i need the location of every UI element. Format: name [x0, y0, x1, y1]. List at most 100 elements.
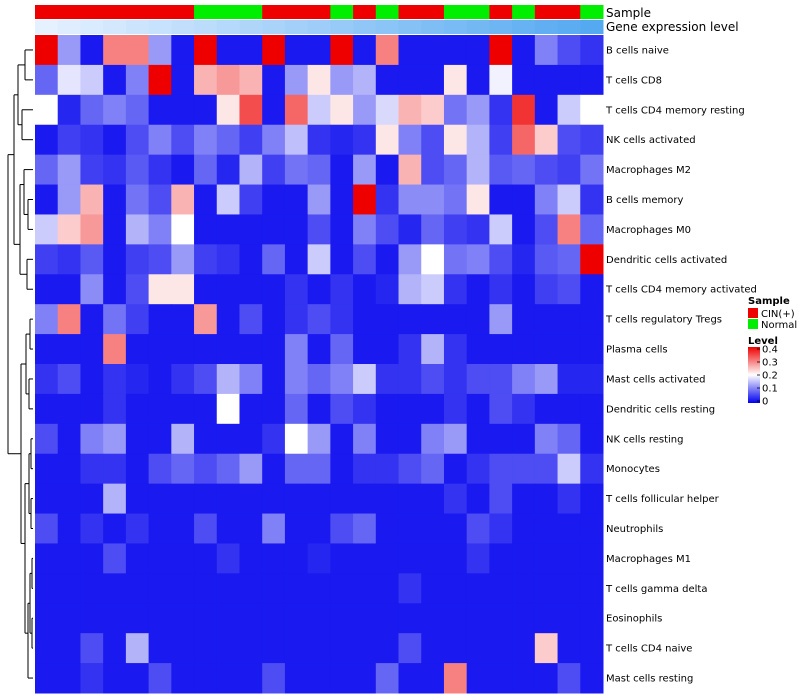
- heatmap-cell: [421, 35, 445, 66]
- heatmap-cell: [148, 334, 172, 365]
- heatmap-cell: [194, 513, 218, 544]
- heatmap-cell: [35, 423, 59, 455]
- heatmap-cell: [284, 513, 309, 544]
- heatmap-cell: [80, 35, 104, 66]
- heatmap-cell: [307, 543, 331, 574]
- heatmap-cell: [375, 244, 400, 275]
- heatmap-cell: [216, 393, 240, 425]
- heatmap-cell: [148, 244, 172, 275]
- heatmap-cell: [375, 483, 400, 515]
- heatmap-cell: [353, 633, 377, 664]
- heatmap-cell: [330, 64, 354, 96]
- heatmap-cell: [512, 35, 536, 66]
- heatmap-cell: [80, 483, 104, 515]
- heatmap-cell: [534, 214, 559, 245]
- heatmap-cell: [262, 184, 286, 215]
- heatmap-cell: [103, 124, 127, 156]
- heatmap-cell: [330, 573, 354, 604]
- heatmap-cell: [557, 154, 581, 186]
- level-tick-label: 0.4: [762, 345, 778, 356]
- heatmap-cell: [489, 214, 513, 245]
- expression-annotation-cell: [330, 20, 354, 34]
- heatmap-cell: [148, 423, 172, 455]
- heatmap-cell: [512, 364, 536, 395]
- heatmap-cell: [466, 573, 490, 604]
- heatmap-cell: [398, 543, 422, 574]
- sample-annotation-cell: [512, 5, 536, 19]
- heatmap-cell: [443, 244, 468, 275]
- heatmap-cell: [557, 423, 581, 455]
- legend-label-cin: CIN(+): [761, 309, 795, 320]
- heatmap-cell: [330, 35, 354, 66]
- sample-annotation-cell: [557, 5, 581, 19]
- heatmap-cell: [262, 603, 286, 634]
- heatmap-cell: [125, 214, 150, 245]
- expression-annotation-cell: [443, 20, 468, 34]
- heatmap-cell: [580, 94, 604, 126]
- heatmap-cell: [80, 633, 104, 664]
- heatmap-cell: [443, 334, 468, 365]
- heatmap-cell: [557, 304, 581, 335]
- heatmap-cell: [557, 94, 581, 126]
- heatmap-cell: [330, 304, 354, 335]
- expression-annotation-cell: [103, 20, 127, 34]
- heatmap-cell: [466, 423, 490, 455]
- row-label: Macrophages M1: [606, 554, 691, 565]
- heatmap-cell: [171, 423, 195, 455]
- heatmap-cell: [148, 543, 172, 574]
- heatmap-cell: [353, 154, 377, 186]
- expression-annotation-cell: [194, 20, 218, 34]
- heatmap-cell: [443, 64, 468, 96]
- sample-annotation-cell: [148, 5, 172, 19]
- heatmap-cell: [353, 244, 377, 275]
- heatmap-cell: [534, 274, 559, 305]
- expression-annotation-cell: [125, 20, 150, 34]
- heatmap-cell: [557, 64, 581, 96]
- heatmap-cell: [239, 663, 263, 694]
- heatmap-cell: [421, 663, 445, 694]
- heatmap-cell: [534, 184, 559, 215]
- heatmap-cell: [421, 513, 445, 544]
- heatmap-cell: [194, 274, 218, 305]
- sample-annotation-cell: [125, 5, 150, 19]
- heatmap-cell: [35, 543, 59, 574]
- sample-annotation-cell: [216, 5, 240, 19]
- sample-annotation-cell: [262, 5, 286, 19]
- heatmap-cell: [239, 633, 263, 664]
- heatmap-cell: [103, 513, 127, 544]
- heatmap-cell: [557, 184, 581, 215]
- heatmap-cell: [125, 334, 150, 365]
- heatmap-cell: [216, 364, 240, 395]
- heatmap-cell: [580, 214, 604, 245]
- heatmap-cell: [125, 64, 150, 96]
- heatmap-cell: [557, 274, 581, 305]
- heatmap-cell: [398, 35, 422, 66]
- heatmap-cell: [534, 603, 559, 634]
- heatmap-cell: [103, 35, 127, 66]
- heatmap-cell: [489, 543, 513, 574]
- heatmap-cell: [148, 35, 172, 66]
- heatmap-cell: [353, 453, 377, 485]
- heatmap-cell: [103, 543, 127, 574]
- row-label: Mast cells resting: [606, 674, 693, 685]
- heatmap-cell: [103, 603, 127, 634]
- heatmap-cell: [307, 64, 331, 96]
- heatmap-cell: [148, 274, 172, 305]
- heatmap-cell: [557, 364, 581, 395]
- heatmap-cell: [466, 633, 490, 664]
- heatmap-cell: [307, 35, 331, 66]
- heatmap-cell: [125, 304, 150, 335]
- sample-annotation-cell: [489, 5, 513, 19]
- heatmap-cell: [57, 334, 81, 365]
- heatmap-cell: [353, 304, 377, 335]
- expression-annotation-cell: [512, 20, 536, 34]
- heatmap-cell: [330, 663, 354, 694]
- heatmap-cell: [57, 453, 81, 485]
- heatmap-cell: [284, 35, 309, 66]
- heatmap-cell: [330, 543, 354, 574]
- heatmap-cell: [216, 214, 240, 245]
- heatmap-cell: [580, 543, 604, 574]
- heatmap-cell: [330, 364, 354, 395]
- heatmap-cell: [262, 364, 286, 395]
- heatmap-cell: [35, 393, 59, 425]
